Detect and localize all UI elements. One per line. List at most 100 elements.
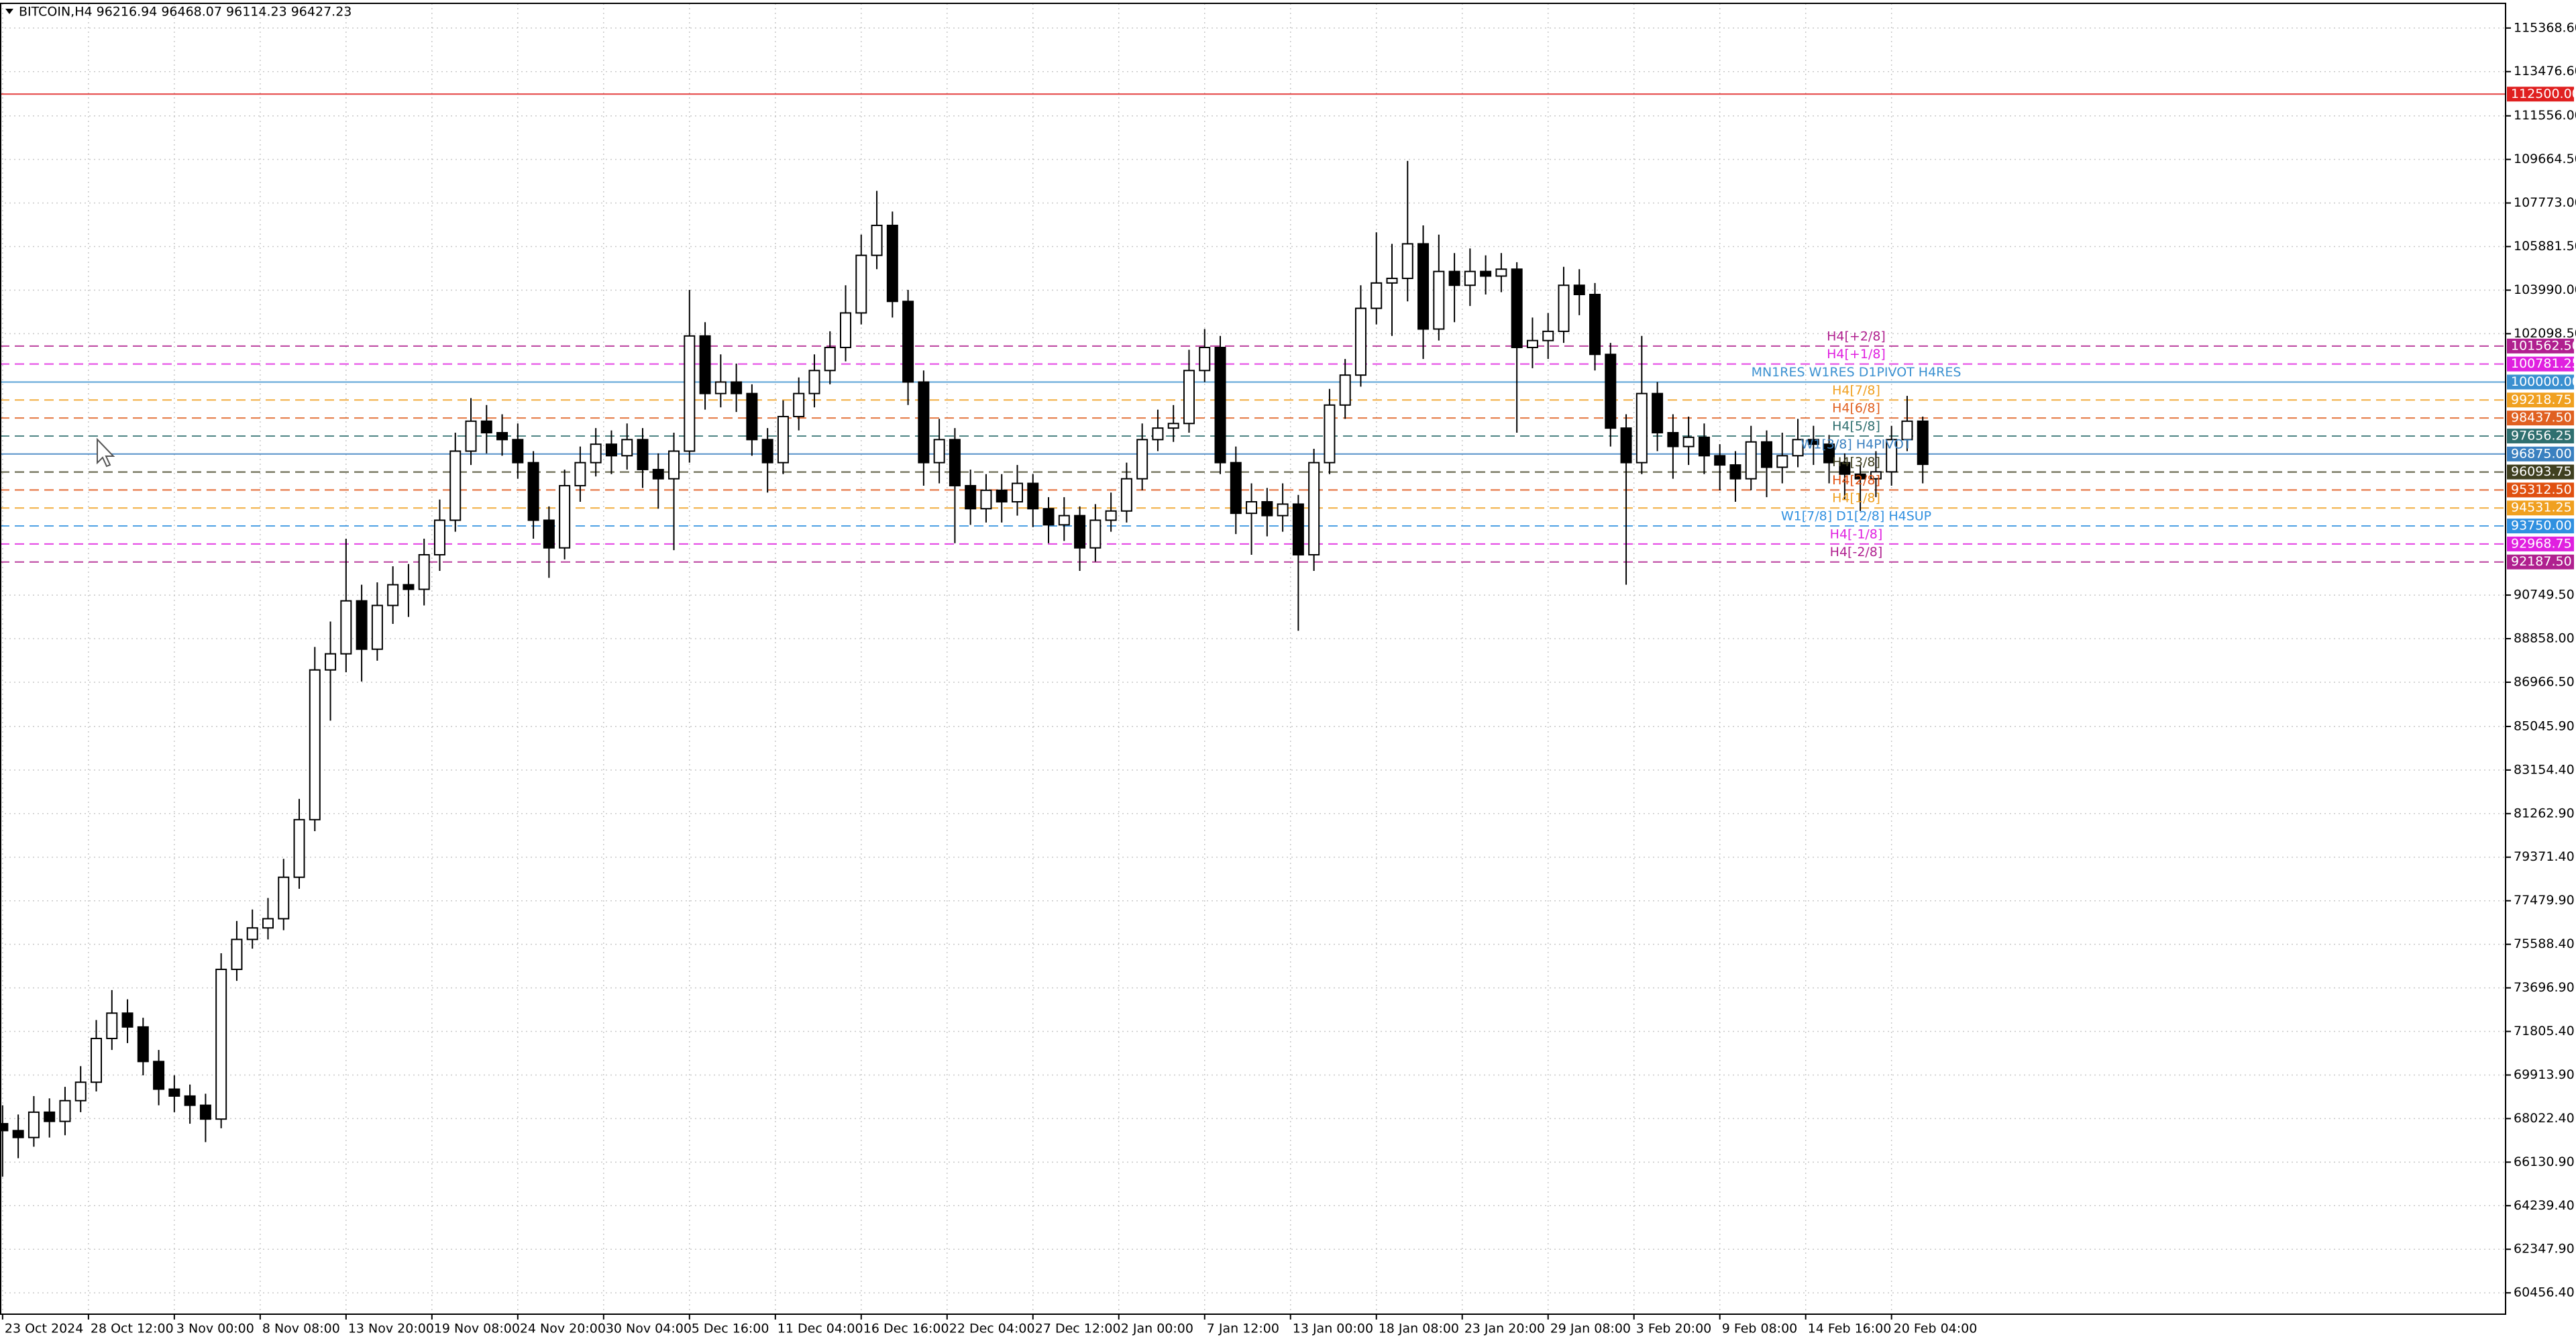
y-tick-label: 107773.00	[2514, 195, 2576, 210]
candle-body	[59, 1100, 71, 1122]
candle-body	[1886, 439, 1898, 473]
candle-body	[793, 392, 805, 417]
y-tick-label: 83154.40	[2514, 762, 2575, 777]
y-tick-label: 85045.90	[2514, 718, 2575, 733]
x-tick-label: 14 Feb 16:00	[1808, 1322, 1892, 1336]
candle-body	[1698, 436, 1710, 457]
level-price-box	[2507, 519, 2574, 534]
candle-body	[1542, 330, 1554, 341]
level-name: H4[5/8]	[1832, 419, 1880, 433]
y-tick-label: 115368.60	[2514, 20, 2576, 35]
candle-body	[668, 450, 680, 480]
candle-body	[699, 335, 711, 394]
candle-body	[106, 1012, 118, 1040]
plot-frame	[0, 3, 2506, 1315]
candle-body	[684, 335, 696, 452]
candle-body	[325, 653, 337, 671]
level-price-label: 96093.75	[2511, 464, 2572, 479]
candle-body	[1714, 455, 1726, 466]
level-name: H4[+1/8]	[1827, 347, 1886, 362]
candle-body	[512, 439, 524, 464]
candle-body	[1214, 346, 1226, 464]
candle-body	[387, 584, 399, 606]
candle-body	[356, 600, 368, 650]
y-tick-label: 77479.90	[2514, 893, 2575, 908]
x-tick-label: 30 Nov 04:00	[606, 1322, 692, 1336]
x-tick-label: 9 Feb 08:00	[1722, 1322, 1798, 1336]
y-tick-label: 71805.40	[2514, 1024, 2575, 1038]
candle-body	[1058, 515, 1070, 526]
menu-arrow[interactable]	[5, 9, 13, 14]
x-tick-label: 13 Nov 20:00	[348, 1322, 434, 1336]
candle-body	[121, 1012, 133, 1028]
level-name: W1[7/8] D1[2/8] H4SUP	[1781, 509, 1931, 524]
x-tick-label: 7 Jan 12:00	[1207, 1322, 1279, 1336]
level-price-label: 101562.50	[2511, 338, 2576, 353]
candle-body	[137, 1026, 149, 1063]
x-tick-label: 20 Feb 04:00	[1894, 1322, 1978, 1336]
candle-body	[1277, 503, 1289, 517]
candle-body	[74, 1081, 87, 1102]
candle-body	[1682, 436, 1695, 447]
candle-body	[1292, 503, 1304, 555]
candle-body	[590, 443, 602, 464]
candle-body	[1870, 471, 1882, 480]
y-tick-label: 102098.50	[2514, 326, 2576, 341]
candle-body	[1652, 392, 1664, 434]
level-name: H4[1/8]	[1832, 491, 1880, 506]
x-tick-label: 28 Oct 12:00	[91, 1322, 174, 1336]
candle-body	[215, 969, 227, 1120]
x-tick-label: 22 Dec 04:00	[949, 1322, 1035, 1336]
y-tick-label: 68022.40	[2514, 1111, 2575, 1126]
x-tick-label: 13 Jan 00:00	[1293, 1322, 1373, 1336]
candle-body	[1901, 420, 1913, 441]
candle-body	[918, 381, 930, 464]
candle-body	[293, 818, 305, 878]
candle-body	[231, 939, 243, 971]
candle-body	[1042, 508, 1055, 526]
x-tick-label: 3 Feb 20:00	[1636, 1322, 1712, 1336]
level-price-label: 100781.25	[2511, 356, 2576, 371]
candle-body	[1620, 427, 1632, 464]
candle-body	[1745, 441, 1757, 480]
candle-body	[1558, 284, 1570, 332]
candle-body	[1230, 462, 1242, 515]
candle-body	[1729, 464, 1741, 480]
level-price-box	[2507, 374, 2574, 390]
candle-body	[309, 669, 321, 820]
y-tick-label: 90749.50	[2514, 588, 2575, 602]
candle-body	[949, 439, 961, 486]
candle-body	[1011, 482, 1023, 503]
candle-body	[28, 1111, 40, 1138]
level-name: H4[7/8]	[1832, 383, 1880, 398]
candle-body	[824, 346, 836, 372]
candle-body	[184, 1095, 196, 1106]
candle-body	[1199, 346, 1211, 372]
x-tick-label: 18 Jan 08:00	[1379, 1322, 1459, 1336]
candle-body	[1152, 427, 1164, 441]
candle-body	[1167, 423, 1179, 429]
y-tick-label: 86966.50	[2514, 674, 2575, 689]
candle-body	[605, 443, 617, 457]
level-name: H4[+2/8]	[1827, 329, 1886, 343]
level-price-box	[2507, 536, 2574, 551]
candle-body	[1074, 515, 1086, 549]
level-price-label: 92187.50	[2511, 554, 2572, 569]
level-price-label: 95312.50	[2511, 482, 2572, 497]
candle-body	[637, 439, 649, 470]
candle-body	[1448, 270, 1460, 286]
candle-body	[1105, 510, 1117, 521]
candle-body	[886, 224, 898, 303]
candle-body	[480, 420, 492, 434]
candle-body	[1635, 392, 1648, 464]
level-price-label: 99218.75	[2511, 392, 2572, 407]
x-tick-label: 23 Jan 20:00	[1464, 1322, 1545, 1336]
candle-body	[278, 876, 290, 920]
y-tick-label: 113476.60	[2514, 64, 2576, 78]
candle-body	[965, 484, 977, 510]
level-price-label: 96875.00	[2511, 446, 2572, 461]
x-tick-label: 8 Nov 08:00	[262, 1322, 340, 1336]
candle-body	[433, 519, 445, 555]
candles	[0, 160, 1929, 1177]
candle-body	[449, 450, 462, 521]
